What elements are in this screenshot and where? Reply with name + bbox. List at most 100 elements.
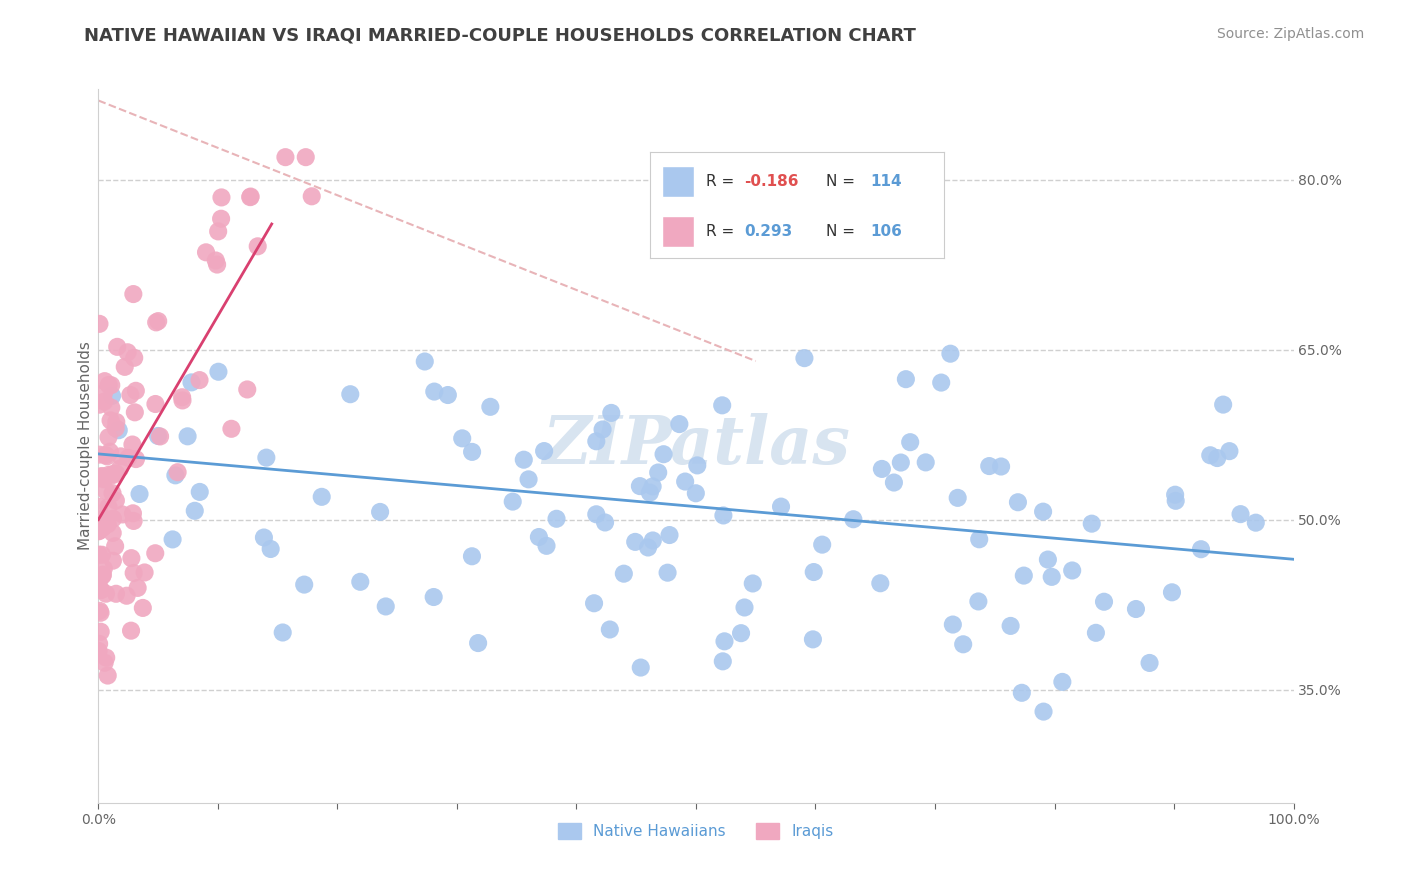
Point (685, 486, 707, 500)
Point (842, 512, 865, 526)
Point (89, 604, 111, 618)
Point (97, 500, 120, 514)
Point (122, 287, 145, 301)
Point (97, 378, 120, 392)
Point (898, 435, 921, 450)
Point (93, 511, 115, 525)
Point (120, 551, 142, 566)
Point (207, 224, 229, 238)
Point (349, 574, 371, 589)
Point (253, 531, 276, 545)
Point (122, 514, 145, 528)
Point (793, 351, 815, 366)
Point (979, 459, 1001, 474)
Point (741, 576, 763, 591)
Point (536, 539, 558, 553)
Point (239, 190, 262, 204)
Point (374, 599, 396, 614)
Point (423, 384, 446, 399)
Point (87, 524, 110, 539)
Point (115, 589, 138, 603)
Point (104, 493, 127, 508)
Point (630, 660, 652, 674)
Point (711, 398, 734, 412)
Point (149, 429, 172, 443)
Point (105, 340, 128, 354)
Point (121, 437, 143, 451)
Point (89, 398, 111, 412)
Text: R =: R = (706, 174, 738, 189)
Text: 114: 114 (870, 174, 903, 189)
Point (96, 450, 118, 464)
Point (239, 189, 262, 203)
Point (97, 467, 120, 482)
Point (652, 447, 675, 461)
Point (188, 373, 211, 387)
Point (1125, 602, 1147, 616)
Point (546, 512, 568, 526)
Point (93, 394, 115, 409)
Point (125, 452, 148, 467)
Point (686, 458, 709, 473)
Point (105, 415, 128, 429)
Point (93, 561, 115, 575)
Point (89, 515, 111, 529)
Point (1080, 516, 1102, 531)
Point (87, 637, 110, 651)
Point (368, 505, 391, 519)
Point (713, 634, 735, 648)
Text: NATIVE HAWAIIAN VS IRAQI MARRIED-COUPLE HOUSEHOLDS CORRELATION CHART: NATIVE HAWAIIAN VS IRAQI MARRIED-COUPLE … (84, 27, 917, 45)
Point (1052, 674, 1074, 689)
Point (100, 378, 122, 392)
Point (96, 650, 118, 665)
Point (132, 601, 155, 615)
Point (1229, 507, 1251, 521)
Point (260, 541, 283, 556)
Point (803, 565, 825, 579)
Point (127, 581, 149, 595)
Point (100, 413, 122, 427)
Point (883, 475, 905, 490)
Point (195, 245, 218, 260)
Point (207, 365, 229, 379)
Point (811, 538, 834, 552)
Point (585, 434, 607, 449)
Point (89, 470, 111, 484)
Point (437, 388, 460, 402)
Point (188, 484, 211, 499)
Point (628, 479, 651, 493)
Point (236, 383, 259, 397)
Point (668, 417, 690, 431)
Point (1092, 595, 1115, 609)
Point (311, 490, 333, 504)
Point (97, 430, 120, 444)
Point (90, 469, 112, 483)
Point (413, 354, 436, 368)
Text: -0.186: -0.186 (744, 174, 799, 189)
Point (730, 626, 752, 640)
Point (641, 479, 664, 493)
Point (292, 577, 315, 591)
Point (1139, 656, 1161, 670)
Point (946, 491, 969, 505)
Point (145, 315, 167, 329)
Text: 106: 106 (870, 224, 903, 239)
Point (93, 517, 115, 532)
Point (967, 594, 990, 608)
Point (145, 397, 167, 411)
Point (1212, 398, 1234, 412)
Point (96, 513, 118, 527)
Point (93, 386, 115, 401)
Point (967, 533, 990, 547)
Point (94, 587, 117, 601)
Point (97, 517, 120, 532)
Point (165, 468, 187, 483)
Point (97, 668, 120, 682)
Point (124, 405, 146, 419)
Point (120, 388, 142, 402)
Point (93, 512, 115, 526)
Point (91, 521, 114, 535)
Point (713, 508, 735, 523)
Point (585, 508, 607, 522)
Point (128, 487, 150, 501)
